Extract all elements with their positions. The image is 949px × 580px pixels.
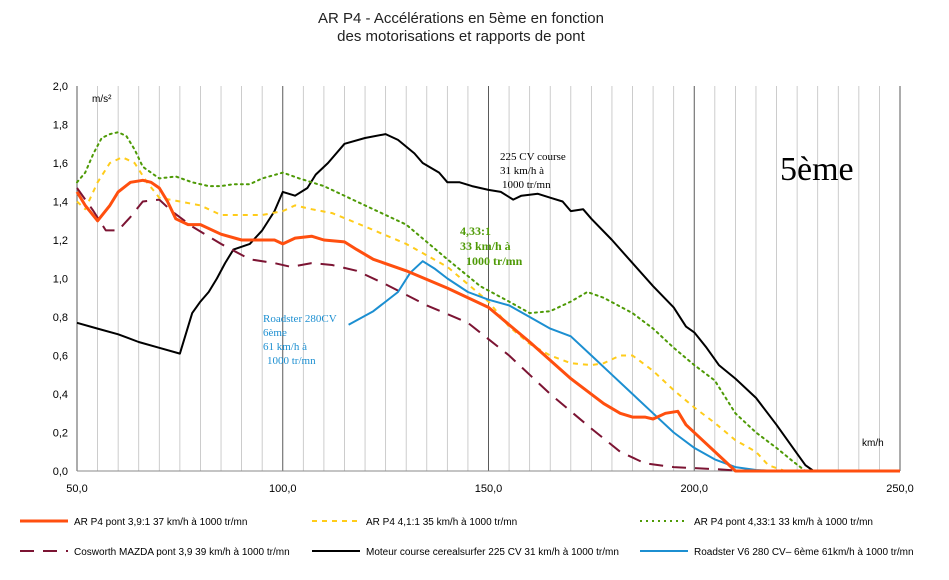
y-tick-label: 1,2 — [53, 235, 68, 247]
series-line-3 — [76, 131, 901, 472]
legend-label: Roadster V6 280 CV– 6ème 61km/h à 1000 t… — [694, 547, 914, 558]
x-tick-label: 100,0 — [269, 483, 297, 495]
y-tick-label: 1,0 — [53, 274, 68, 286]
y-tick-label: 1,4 — [53, 197, 68, 209]
y-tick-label: 2,0 — [53, 81, 68, 93]
chart-title-line-1: AR P4 - Accélérations en 5ème en fonctio… — [318, 10, 604, 27]
annotation-text: 4,33:1 — [460, 224, 491, 238]
annotations: 225 CV course 31 km/h à 1000 tr/mn 4,33:133… — [263, 151, 566, 367]
x-tick-label: 250,0 — [886, 483, 914, 495]
legend-label: AR P4 pont 3,9:1 37 km/h à 1000 tr/mn — [74, 517, 247, 528]
annotation-text: Roadster 280CV — [263, 313, 337, 325]
annotation-text: 31 km/h à — [500, 165, 544, 177]
y-tick-label: 0,2 — [53, 428, 68, 440]
legend-label: AR P4 4,1:1 35 km/h à 1000 tr/mn — [366, 517, 517, 528]
annotation-text: 61 km/h à — [263, 341, 307, 353]
annotation-text: 33 km/h à — [460, 239, 511, 253]
chart-title-line-2: des motorisations et rapports de pont — [337, 28, 585, 45]
series-line-6 — [348, 260, 777, 472]
series-line-4 — [76, 187, 744, 472]
y-tick-label: 0,0 — [53, 466, 68, 478]
x-axis-label: km/h — [862, 438, 884, 449]
x-tick-label: 50,0 — [66, 483, 87, 495]
grid — [76, 86, 901, 472]
y-axis-label: m/s² — [92, 94, 112, 105]
legend-label: AR P4 pont 4,33:1 33 km/h à 1000 tr/mn — [694, 517, 873, 528]
annotation-text: 1000 tr/mn — [466, 254, 523, 268]
gear-label: 5ème — [780, 151, 854, 188]
series-line-1 — [75, 178, 900, 473]
annotation-text: 1000 tr/mn — [502, 179, 551, 191]
y-tick-label: 0,8 — [53, 312, 68, 324]
y-axis-ticks: 0,0 0,2 0,4 0,6 0,8 1,0 1,2 1,4 1,6 1,8 2,0 — [53, 81, 68, 478]
y-tick-label: 0,6 — [53, 351, 68, 363]
annotation-text: 225 CV course — [500, 151, 566, 163]
series-lines — [75, 131, 901, 473]
legend: AR P4 pont 3,9:1 37 km/h à 1000 tr/mn AR … — [20, 517, 914, 558]
legend-label: Cosworth MAZDA pont 3,9 39 km/h à 1000 t… — [74, 547, 290, 558]
x-axis-ticks: 50,0 100,0 150,0 200,0 250,0 — [66, 483, 913, 495]
x-tick-label: 150,0 — [475, 483, 503, 495]
x-tick-label: 200,0 — [680, 483, 708, 495]
y-tick-label: 1,8 — [53, 120, 68, 132]
annotation-text: 6ème — [263, 327, 287, 339]
annotation-text: 1000 tr/mn — [267, 355, 316, 367]
y-tick-label: 1,6 — [53, 158, 68, 170]
legend-label: Moteur course cerealsurfer 225 CV 31 km/… — [366, 547, 619, 558]
y-tick-label: 0,4 — [53, 389, 68, 401]
series-line-5 — [76, 133, 900, 472]
